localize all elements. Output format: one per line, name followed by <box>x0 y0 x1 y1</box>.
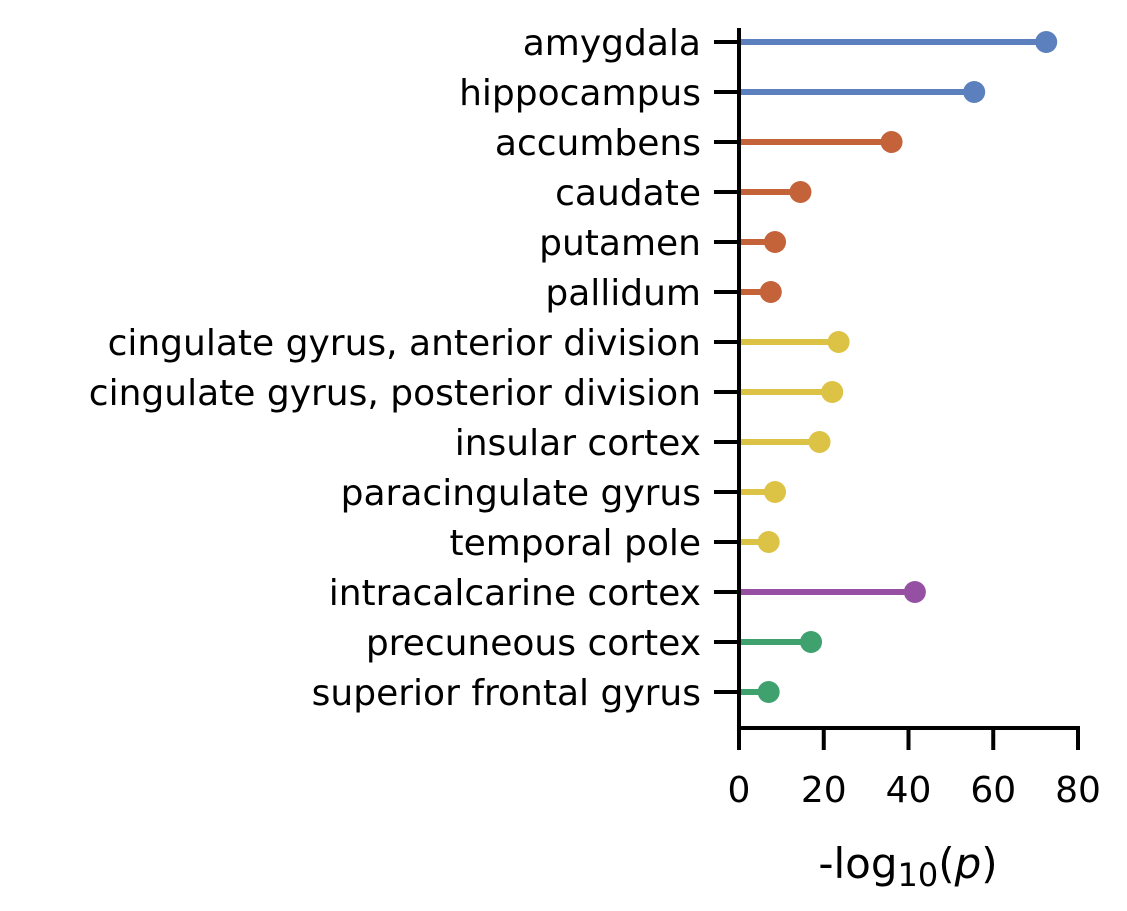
category-label: hippocampus <box>459 73 701 114</box>
point <box>759 281 782 303</box>
category-label: putamen <box>539 223 701 264</box>
x-tick-label: 60 <box>970 770 1016 811</box>
category-label: cingulate gyrus, anterior division <box>108 323 701 364</box>
category-label: cingulate gyrus, posterior division <box>89 373 701 414</box>
point <box>827 331 850 353</box>
category-label: accumbens <box>495 123 701 164</box>
point <box>880 131 903 153</box>
category-label: paracingulate gyrus <box>341 473 701 514</box>
category-label: caudate <box>555 173 701 214</box>
point <box>808 431 831 453</box>
category-label: insular cortex <box>455 423 701 464</box>
point <box>764 481 787 503</box>
category-label: temporal pole <box>449 523 701 564</box>
x-axis-title: -log10(p) <box>818 839 997 894</box>
x-tick-label: 20 <box>801 770 847 811</box>
category-label: precuneous cortex <box>366 623 701 664</box>
point <box>757 681 780 703</box>
x-tick-label: 0 <box>728 770 751 811</box>
category-label: amygdala <box>523 23 701 64</box>
category-label: intracalcarine cortex <box>329 573 701 614</box>
x-axis: 0 20 40 60 80 <box>728 726 1101 811</box>
point <box>963 81 986 103</box>
point <box>757 531 780 553</box>
point <box>1035 31 1058 53</box>
chart-marks <box>739 31 1058 703</box>
x-tick-label: 80 <box>1055 770 1101 811</box>
point <box>764 231 787 253</box>
point <box>800 631 823 653</box>
point <box>903 581 926 603</box>
point <box>821 381 844 403</box>
x-tick-label: 40 <box>886 770 932 811</box>
point <box>789 181 812 203</box>
category-label: superior frontal gyrus <box>312 673 701 714</box>
category-label: pallidum <box>545 273 701 314</box>
y-axis: amygdala hippocampus accumbens caudate putam… <box>89 23 741 728</box>
